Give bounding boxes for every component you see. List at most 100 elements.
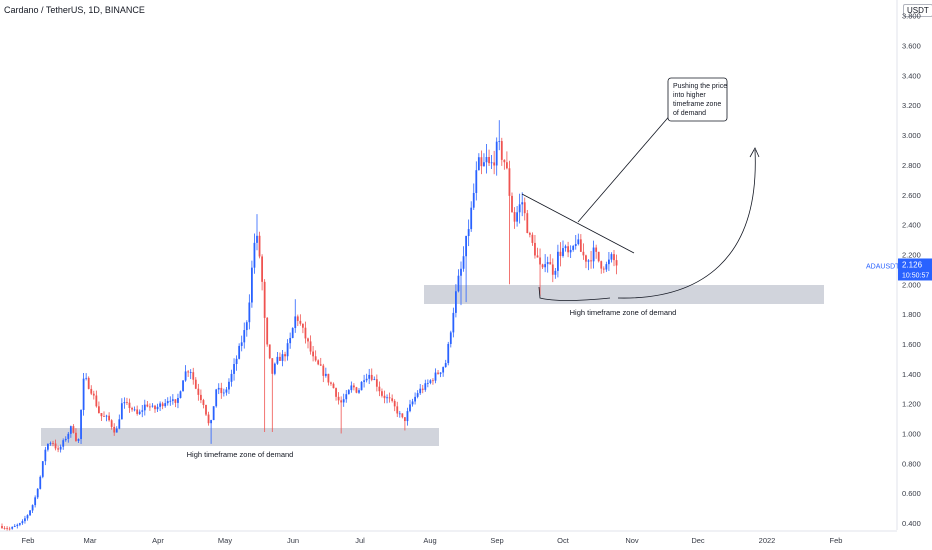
candle-body <box>90 388 93 394</box>
candle-body <box>335 388 337 397</box>
candle-body <box>235 358 238 365</box>
candle-body <box>294 316 297 329</box>
time-tick-label: Nov <box>625 536 639 545</box>
trendline-upper <box>521 193 635 254</box>
candle-body <box>582 251 585 256</box>
candle-body <box>309 341 312 352</box>
candle-body <box>531 234 534 243</box>
candle-body <box>365 378 368 381</box>
candle-body <box>268 344 271 359</box>
candle-body <box>391 398 394 401</box>
candle-body <box>493 162 496 166</box>
price-tick-label: 2.800 <box>902 161 921 170</box>
candle-body <box>610 254 613 260</box>
candle-body <box>577 239 580 245</box>
candle-body <box>518 204 521 213</box>
candle-body <box>13 525 16 527</box>
candle-body <box>495 141 498 166</box>
candle-body <box>57 448 59 450</box>
candle-body <box>393 400 396 407</box>
demand-zone-upper <box>424 285 824 304</box>
currency-badge[interactable]: USDT <box>903 4 932 17</box>
annotations: Pushing the price into higher timeframe zo… <box>521 77 760 301</box>
candle-body <box>291 328 294 338</box>
candle-body <box>41 461 44 477</box>
callout-text-line: into higher <box>673 92 706 99</box>
candle-body <box>419 388 422 394</box>
candle-body <box>92 393 95 396</box>
zone-upper-label: High timeframe zone of demand <box>570 308 677 317</box>
candle-body <box>472 192 475 208</box>
candle-body <box>202 400 205 405</box>
candle-body <box>579 239 582 252</box>
candle-body <box>513 212 516 222</box>
price-tick-label: 1.400 <box>902 370 921 379</box>
candle-body <box>149 406 151 408</box>
candle-body <box>159 403 161 407</box>
candle-body <box>187 371 190 373</box>
time-tick-label: Jul <box>355 536 365 545</box>
candle-body <box>370 374 373 380</box>
candle-body <box>444 363 447 368</box>
candle-body <box>128 402 131 408</box>
time-tick-label: Aug <box>423 536 436 545</box>
candle-body <box>572 245 575 250</box>
candle-body <box>534 242 536 256</box>
candle-body <box>212 406 215 421</box>
candle-body <box>141 410 144 412</box>
price-tick-label: 1.000 <box>902 429 921 438</box>
candle-body <box>113 426 116 433</box>
candle-body <box>317 360 320 365</box>
candle-body <box>169 400 172 402</box>
candle-body <box>240 342 243 346</box>
candle-body <box>77 439 80 441</box>
candle-body <box>103 416 105 417</box>
candle-body <box>179 391 182 398</box>
symbol-label: ADAUSDT <box>866 263 900 270</box>
candle-body <box>564 246 567 249</box>
candle-body <box>567 246 569 253</box>
candle-body <box>600 261 603 269</box>
candle-body <box>460 268 462 276</box>
price-tick-label: 3.800 <box>902 12 921 21</box>
candle-body <box>34 497 37 506</box>
trendline-lower <box>538 286 611 301</box>
candle-body <box>345 394 348 400</box>
candle-body <box>52 443 54 444</box>
candle-body <box>475 170 478 193</box>
candle-body <box>541 264 544 268</box>
demand-zones: High timeframe zone of demand High timefr… <box>41 285 824 459</box>
candle-body <box>587 260 590 262</box>
bar-countdown: 10:50:57 <box>902 272 929 279</box>
price-axis: 0.400 0.600 0.800 1.000 1.200 1.400 1.600 1.800… <box>866 0 932 530</box>
candle-body <box>271 358 274 374</box>
candle-body <box>126 402 128 403</box>
candle-body <box>449 332 452 344</box>
demand-zone-lower <box>41 428 439 446</box>
candle-body <box>108 415 110 421</box>
candle-body <box>284 354 286 357</box>
candle-body <box>67 433 70 439</box>
candle-body <box>177 397 179 403</box>
candle-body <box>266 317 269 345</box>
candle-body <box>398 413 401 415</box>
candle-body <box>490 162 493 164</box>
candle-body <box>539 257 541 265</box>
price-tick-label: 2.200 <box>902 250 921 259</box>
candle-body <box>62 440 65 447</box>
time-axis: Feb Mar Apr May Jun Jul Aug Sep Oct Nov Dec 2022 Feb <box>0 530 897 545</box>
candle-body <box>192 372 195 380</box>
candle-body <box>381 391 383 396</box>
candle-body <box>289 337 292 344</box>
candle-body <box>416 393 419 397</box>
callout-text-line: Pushing the price <box>673 83 727 90</box>
candle-body <box>39 476 42 489</box>
candle-body <box>477 157 480 171</box>
candle-body <box>230 373 233 382</box>
candle-body <box>404 417 406 422</box>
candle-body <box>136 409 139 414</box>
candle-body <box>615 260 618 266</box>
candle-body <box>585 255 587 262</box>
candle-body <box>8 528 11 530</box>
